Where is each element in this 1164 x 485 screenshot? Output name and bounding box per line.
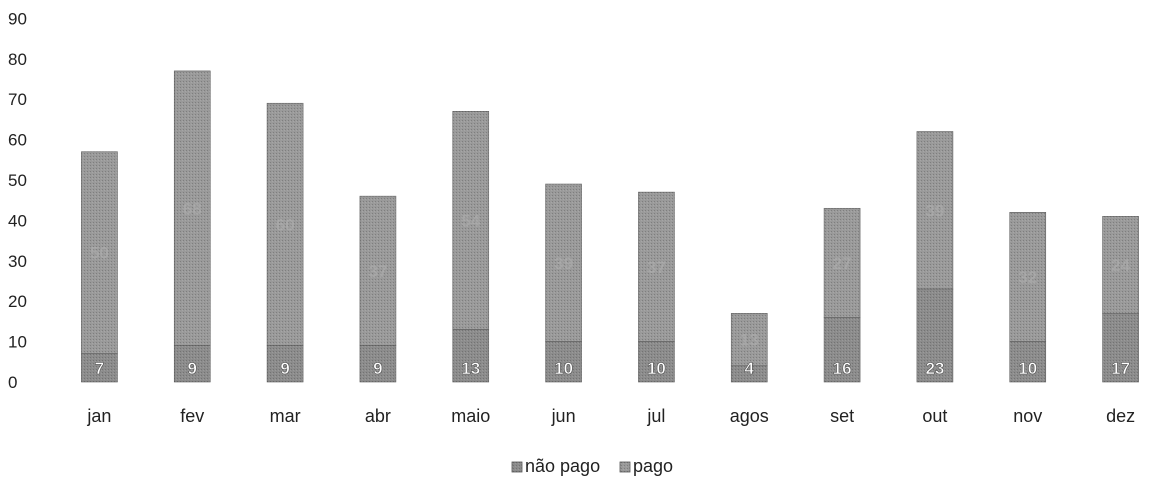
data-labels: 7 50 9 68 9 60 9 37 13 54 10 39 10 37 4 13 16 27 23 39 10 32 1… xyxy=(90,199,1131,378)
data-label-pago-jul: 37 xyxy=(647,258,666,277)
bars xyxy=(81,70,1139,383)
bar-pago-texture xyxy=(1009,212,1046,342)
bar-pago-texture xyxy=(1102,216,1139,314)
bar-pago-texture xyxy=(731,313,768,366)
y-tick-label: 40 xyxy=(8,211,27,230)
data-label-pago-nov: 32 xyxy=(1018,268,1037,287)
data-label-pago-fev: 68 xyxy=(183,199,202,218)
data-label-pago-set: 27 xyxy=(833,254,852,273)
x-tick-label-abr: abr xyxy=(365,406,391,426)
bar-nao-pago-texture xyxy=(452,329,489,382)
legend-label-pago: pago xyxy=(633,456,673,476)
bar-pago-texture xyxy=(359,196,396,346)
data-label-pago-jun: 39 xyxy=(554,254,573,273)
bar-nao-pago-texture xyxy=(731,365,768,382)
data-label-nao-pago-jul: 10 xyxy=(647,359,666,378)
bar-pago-texture xyxy=(81,151,118,354)
y-axis: 0 10 20 30 40 50 60 70 80 90 xyxy=(8,9,27,392)
data-label-nao-pago-agos: 4 xyxy=(745,359,755,378)
x-tick-label-set: set xyxy=(830,406,854,426)
bar-nao-pago-texture xyxy=(916,289,953,382)
legend-swatch-texture xyxy=(512,462,522,472)
data-label-nao-pago-dez: 17 xyxy=(1111,359,1130,378)
data-label-pago-dez: 24 xyxy=(1111,256,1130,275)
data-label-nao-pago-fev: 9 xyxy=(188,359,197,378)
bar-nao-pago-texture xyxy=(638,341,675,382)
x-tick-label-jun: jun xyxy=(551,406,576,426)
y-tick-label: 70 xyxy=(8,90,27,109)
bar-nao-pago-texture xyxy=(174,345,211,382)
data-label-nao-pago-jan: 7 xyxy=(95,359,104,378)
data-label-nao-pago-maio: 13 xyxy=(461,359,480,378)
legend-label-nao-pago: não pago xyxy=(525,456,600,476)
data-label-pago-abr: 37 xyxy=(368,262,387,281)
bar-pago-texture xyxy=(916,131,953,290)
data-label-pago-agos: 13 xyxy=(740,331,759,350)
y-tick-label: 30 xyxy=(8,252,27,271)
x-tick-label-maio: maio xyxy=(451,406,490,426)
x-tick-label-nov: nov xyxy=(1013,406,1042,426)
data-label-nao-pago-out: 23 xyxy=(925,359,944,378)
data-label-nao-pago-nov: 10 xyxy=(1018,359,1037,378)
data-label-pago-jan: 50 xyxy=(90,244,109,263)
bar-nao-pago-texture xyxy=(1102,313,1139,382)
x-tick-label-dez: dez xyxy=(1106,406,1135,426)
x-tick-label-mar: mar xyxy=(270,406,301,426)
data-label-pago-mar: 60 xyxy=(276,215,295,234)
bar-nao-pago-texture xyxy=(81,353,118,382)
bar-nao-pago-texture xyxy=(359,345,396,382)
x-tick-label-jan: jan xyxy=(86,406,111,426)
bar-nao-pago-texture xyxy=(267,345,304,382)
data-label-pago-out: 39 xyxy=(925,201,944,220)
y-tick-label: 80 xyxy=(8,50,27,69)
x-tick-label-agos: agos xyxy=(730,406,769,426)
y-tick-label: 50 xyxy=(8,171,27,190)
data-label-nao-pago-set: 16 xyxy=(833,359,852,378)
bar-pago-texture xyxy=(452,111,489,330)
data-label-nao-pago-mar: 9 xyxy=(280,359,289,378)
bar-pago-texture xyxy=(267,103,304,346)
bar-nao-pago-texture xyxy=(545,341,582,382)
bar-pago-texture xyxy=(545,184,582,342)
bar-pago-texture xyxy=(824,208,861,318)
x-tick-label-jul: jul xyxy=(646,406,665,426)
y-tick-label: 0 xyxy=(8,373,17,392)
bar-pago-texture xyxy=(638,192,675,342)
y-tick-label: 20 xyxy=(8,292,27,311)
data-label-nao-pago-abr: 9 xyxy=(373,359,382,378)
y-tick-label: 60 xyxy=(8,131,27,150)
y-tick-label: 90 xyxy=(8,9,27,28)
x-axis: jan fev mar abr maio jun jul agos set out nov dez xyxy=(86,406,1135,426)
bar-nao-pago-texture xyxy=(824,317,861,382)
legend-swatch-texture xyxy=(620,462,630,472)
bar-nao-pago-texture xyxy=(1009,341,1046,382)
data-label-nao-pago-jun: 10 xyxy=(554,359,573,378)
x-tick-label-out: out xyxy=(922,406,947,426)
y-tick-label: 10 xyxy=(8,333,27,352)
x-tick-label-fev: fev xyxy=(180,406,204,426)
data-label-pago-maio: 54 xyxy=(461,211,480,230)
legend: não pago pago xyxy=(511,456,673,476)
bar-pago-texture xyxy=(174,70,211,346)
